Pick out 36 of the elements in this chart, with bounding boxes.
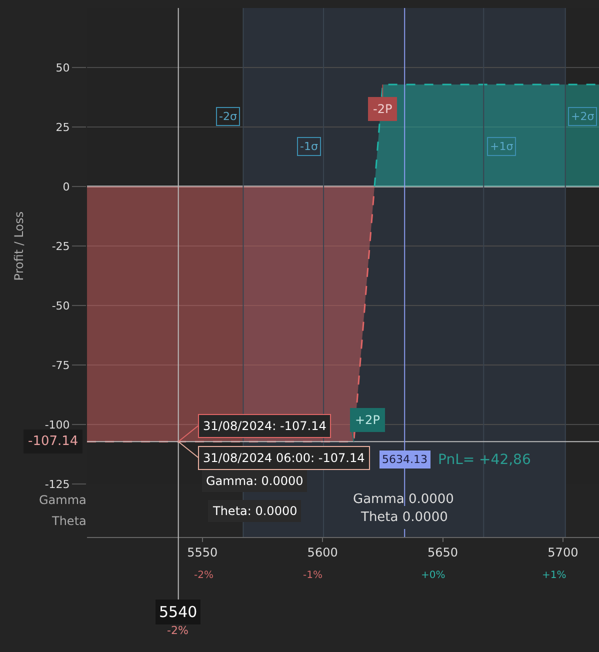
- text: -2%: [167, 624, 188, 637]
- y-tick-label: 25: [56, 120, 70, 134]
- annotation: PnL= +42,86: [438, 452, 531, 468]
- x-tick-label: 5600: [307, 545, 338, 560]
- text: Theta: 0.0000: [212, 504, 298, 518]
- annotation: Gamma: 0.0000: [206, 474, 304, 488]
- y-axis-title: Profit / Loss: [12, 211, 26, 281]
- y-tick-label: 0: [62, 180, 70, 194]
- y-tick-label: -25: [52, 240, 70, 253]
- y-tick-label: -100: [44, 418, 70, 432]
- ref-line-label: 5540: [159, 603, 198, 621]
- ref-line-label: 5634.13: [382, 453, 428, 466]
- ref-line-label: -1σ: [300, 140, 318, 153]
- ref-line-label: +1σ: [490, 140, 514, 153]
- y-tick-label: -125: [44, 478, 70, 491]
- x-tick-label: 5700: [548, 545, 578, 560]
- x-tick-label: 5550: [187, 545, 218, 560]
- y-tick-label: -50: [52, 299, 70, 312]
- y-tick-label: -75: [52, 358, 70, 372]
- text: Gamma: [39, 493, 86, 507]
- annotation: -2P: [373, 102, 392, 116]
- text: Gamma 0.0000: [353, 492, 454, 507]
- annotation: 31/08/2024: -107.14: [203, 419, 326, 433]
- ref-line-label: +2σ: [571, 110, 594, 123]
- text: +1%: [542, 570, 566, 581]
- text: -2%: [194, 570, 214, 581]
- text: +0%: [421, 570, 446, 581]
- x-tick-label: 5650: [427, 545, 458, 560]
- ref-line-label: -2σ: [219, 110, 237, 123]
- text: Theta 0.0000: [360, 510, 448, 525]
- text: Theta: [51, 514, 86, 528]
- text: -1%: [303, 570, 322, 581]
- ref-line-label: -107.14: [28, 434, 78, 449]
- y-tick-label: 50: [56, 61, 70, 74]
- annotation: 31/08/2024 06:00: -107.14: [203, 451, 365, 465]
- annotation: +2P: [355, 413, 380, 427]
